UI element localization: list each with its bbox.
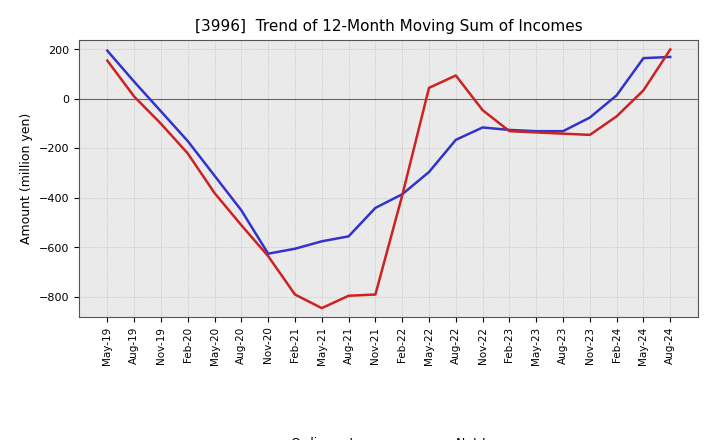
Ordinary Income xyxy=(184,139,192,144)
Net Income xyxy=(237,223,246,228)
Ordinary Income xyxy=(612,93,621,98)
Title: [3996]  Trend of 12-Month Moving Sum of Incomes: [3996] Trend of 12-Month Moving Sum of I… xyxy=(195,19,582,34)
Net Income xyxy=(478,107,487,113)
Ordinary Income xyxy=(478,125,487,130)
Net Income xyxy=(505,128,514,134)
Ordinary Income xyxy=(559,128,567,134)
Ordinary Income xyxy=(291,246,300,251)
Net Income xyxy=(371,292,379,297)
Net Income xyxy=(344,293,353,298)
Ordinary Income xyxy=(505,127,514,132)
Net Income xyxy=(425,85,433,91)
Ordinary Income xyxy=(425,169,433,175)
Ordinary Income xyxy=(130,79,138,84)
Net Income xyxy=(398,193,407,198)
Ordinary Income xyxy=(639,55,648,61)
Net Income xyxy=(291,292,300,297)
Ordinary Income xyxy=(210,173,219,178)
Ordinary Income xyxy=(237,208,246,213)
Net Income xyxy=(612,114,621,119)
Ordinary Income xyxy=(585,115,594,120)
Ordinary Income xyxy=(157,109,166,114)
Ordinary Income xyxy=(398,192,407,197)
Net Income xyxy=(210,191,219,196)
Net Income xyxy=(318,305,326,311)
Net Income xyxy=(130,94,138,99)
Net Income xyxy=(157,121,166,126)
Net Income xyxy=(532,130,541,135)
Legend: Ordinary Income, Net Income: Ordinary Income, Net Income xyxy=(245,432,533,440)
Net Income xyxy=(451,73,460,78)
Ordinary Income xyxy=(371,205,379,210)
Ordinary Income xyxy=(264,251,272,257)
Ordinary Income xyxy=(666,54,675,59)
Ordinary Income xyxy=(103,48,112,53)
Net Income xyxy=(585,132,594,138)
Y-axis label: Amount (million yen): Amount (million yen) xyxy=(20,113,33,244)
Ordinary Income xyxy=(344,234,353,239)
Ordinary Income xyxy=(532,128,541,134)
Line: Net Income: Net Income xyxy=(107,49,670,308)
Ordinary Income xyxy=(318,238,326,244)
Net Income xyxy=(184,151,192,156)
Net Income xyxy=(559,131,567,136)
Net Income xyxy=(666,47,675,52)
Net Income xyxy=(103,58,112,63)
Net Income xyxy=(264,253,272,259)
Net Income xyxy=(639,88,648,93)
Line: Ordinary Income: Ordinary Income xyxy=(107,51,670,254)
Ordinary Income xyxy=(451,137,460,143)
